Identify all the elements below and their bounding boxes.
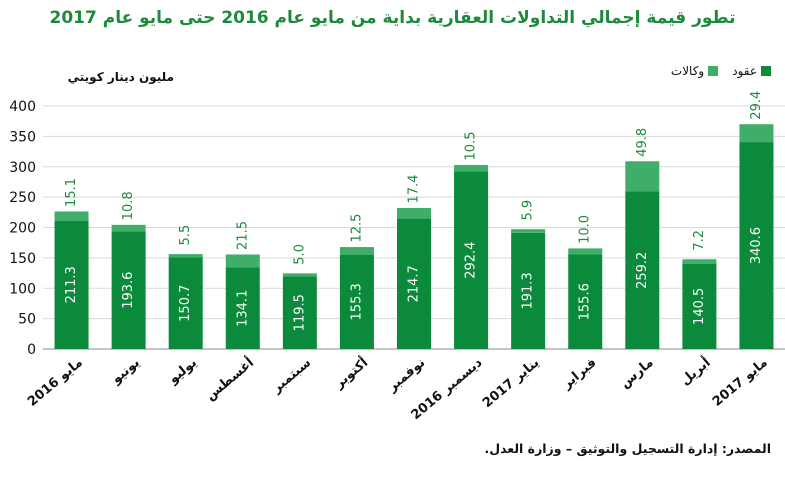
legend-item-agencies: وكالات [670,64,719,78]
data-label-agencies: 12.5 [349,214,364,243]
bar-agencies [739,124,774,143]
data-label-agencies: 5.9 [521,200,536,221]
y-tick-label: 400 [9,99,36,115]
y-tick-label: 100 [9,281,36,297]
y-tick-label: 200 [9,221,36,237]
data-label-contracts: 292.4 [464,242,479,279]
data-label-contracts: 155.6 [578,283,593,320]
bar-contracts [111,231,146,349]
y-tick-label: 250 [9,190,36,206]
bar-agencies [111,224,146,232]
data-label-contracts: 119.5 [292,294,307,331]
bar-agencies [568,248,603,255]
x-tick-label: أبريل [677,354,714,389]
y-axis-label: مليون دينار كويتي [67,70,174,84]
bar-contracts [168,257,203,349]
bar-contracts [568,254,603,349]
x-tick-label: مايو 2016 [25,355,86,409]
bar-contracts [739,142,774,349]
x-tick-label: أغسطس [202,354,257,404]
data-label-contracts: 259.2 [635,252,650,289]
data-label-contracts: 191.3 [521,272,536,309]
x-tick-label: يونيو [108,355,142,387]
bar-agencies [282,273,317,277]
bar-contracts [511,232,546,349]
bar-agencies [168,254,203,258]
data-label-contracts: 140.5 [692,288,707,325]
bar-agencies [511,229,546,233]
data-label-agencies: 29.4 [749,91,764,120]
bar-agencies [225,254,260,268]
bar-contracts [397,218,431,349]
x-tick-label: نوفمبر [384,355,428,395]
y-tick-label: 0 [27,342,36,358]
data-label-agencies: 5.0 [292,244,307,265]
bar-contracts [339,254,374,349]
bar-contracts [454,171,489,349]
data-label-agencies: 7.2 [692,230,707,251]
x-tick-label: أكتوبر [330,354,371,392]
y-tick-label: 300 [9,160,36,176]
legend-label-contracts: عقود [732,64,757,78]
bar-agencies [54,211,89,221]
bar-contracts [282,276,317,349]
data-label-agencies: 15.1 [64,178,79,207]
x-tick-label: يوليو [165,355,199,387]
bar-agencies [454,164,489,172]
bar-contracts [625,191,660,349]
data-label-agencies: 10.8 [121,191,136,220]
data-label-agencies: 17.4 [407,175,422,204]
data-label-agencies: 10.0 [578,215,593,244]
chart-title: تطور قيمة إجمالي التداولات العقارية بداي… [49,8,736,28]
data-label-agencies: 10.5 [464,132,479,161]
x-tick-label: مايو 2017 [710,355,771,409]
x-tick-label: سبتمبر [269,355,314,396]
data-label-contracts: 340.6 [749,227,764,264]
data-label-agencies: 21.5 [235,221,250,250]
x-tick-label: فبراير [559,355,600,392]
data-label-agencies: 49.8 [635,128,650,157]
legend-item-contracts: عقود [732,64,771,78]
y-tick-label: 150 [9,251,36,267]
legend: عقود وكالات [671,64,771,78]
data-label-contracts: 211.3 [64,266,79,303]
data-label-contracts: 193.6 [121,272,136,309]
data-label-contracts: 155.3 [349,283,364,320]
bar-contracts [682,263,717,349]
bar-contracts [54,220,89,349]
bar-agencies [682,259,717,264]
x-tick-label: يناير 2017 [480,355,542,411]
bar-agencies [339,247,374,255]
legend-label-agencies: وكالات [670,64,705,78]
x-tick-label: مارس [618,355,657,391]
source-note: المصدر: إدارة التسجيل والتوثيق – وزارة ا… [484,441,771,456]
data-label-contracts: 134.1 [235,290,250,327]
bar-contracts [225,267,260,349]
bar-agencies [625,161,660,192]
legend-swatch-agencies [708,66,719,76]
data-label-contracts: 214.7 [407,265,422,302]
y-tick-label: 50 [18,312,36,328]
legend-swatch-contracts [761,66,771,76]
y-tick-label: 350 [9,129,36,145]
data-label-contracts: 150.7 [178,285,193,322]
data-label-agencies: 5.5 [178,225,193,246]
bar-agencies [397,207,431,219]
